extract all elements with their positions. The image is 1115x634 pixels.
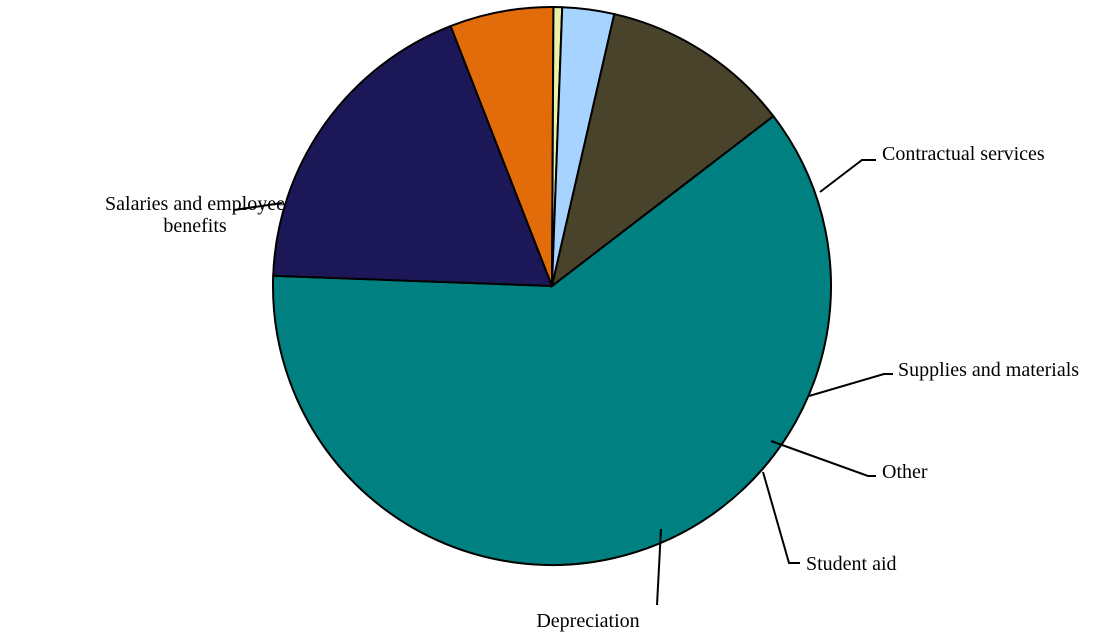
slice-label-other: Other — [882, 461, 928, 483]
slice-label-depreciation: Depreciation — [536, 610, 639, 632]
leader-line-supplies-and-materials — [808, 373, 893, 397]
pie-slice-depreciation — [550, 12, 775, 289]
slice-label-supplies-and-materials: Supplies and materials — [898, 359, 1079, 381]
slice-label-student-aid: Student aid — [806, 553, 897, 575]
slice-label-salaries-and-employee-benefits-line-2: benefits — [163, 215, 227, 237]
slice-label-contractual-services: Contractual services — [882, 143, 1045, 165]
leader-line-contractual-services — [819, 159, 876, 193]
leader-line-student-aid — [762, 471, 800, 564]
leader-line-other — [770, 440, 876, 477]
pie-slice-contractual-services — [272, 24, 554, 288]
pie-slice-salaries-and-employee-benefits — [272, 114, 832, 566]
leader-line-depreciation — [656, 528, 662, 606]
leader-line-salaries-and-employee-benefits — [233, 202, 283, 211]
slice-label-salaries-and-employee-benefits-line-1: Salaries and employee — [105, 193, 285, 215]
